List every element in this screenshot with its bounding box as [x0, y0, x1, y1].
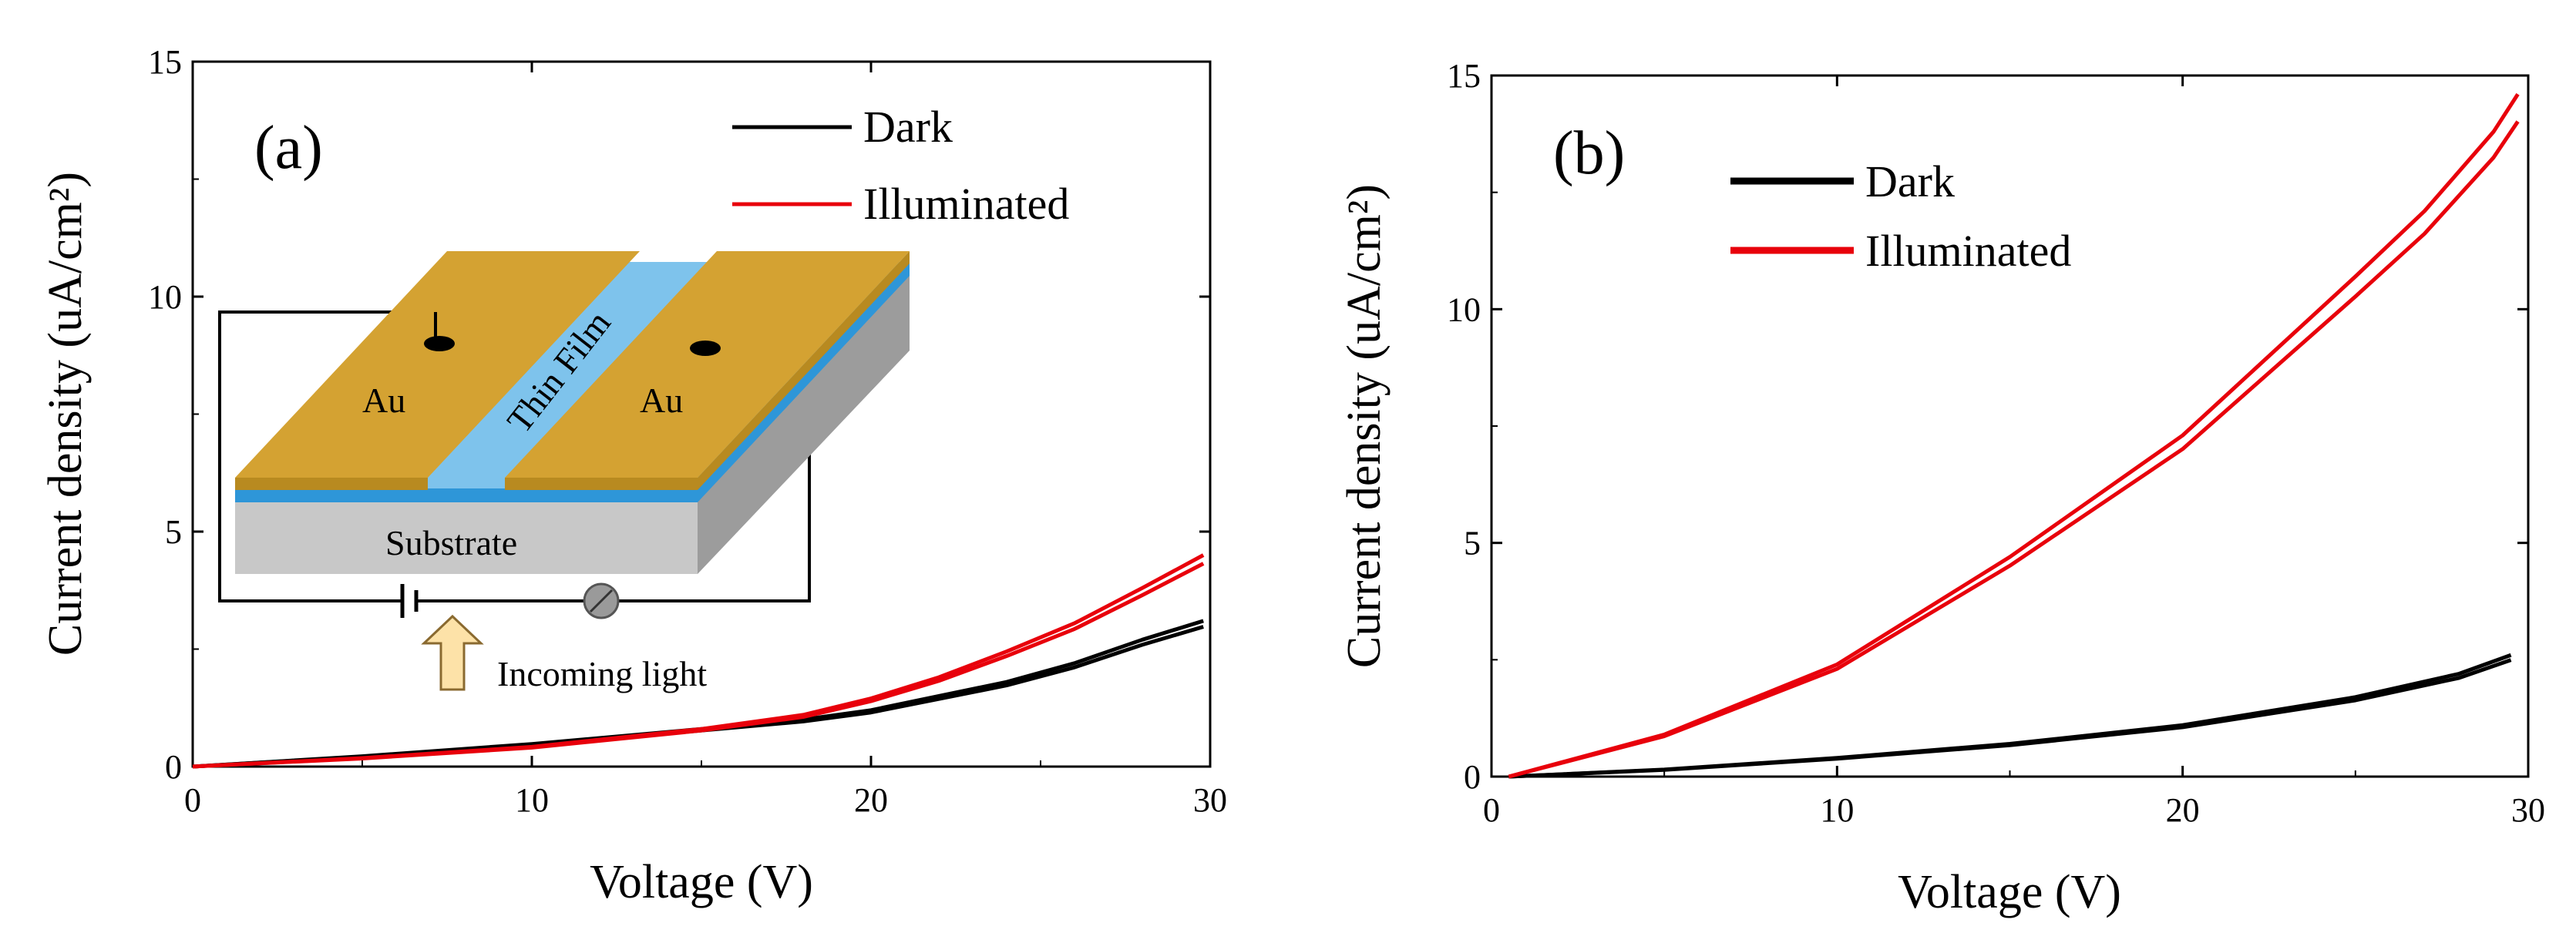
series-line-dark-a	[192, 619, 1204, 769]
series-sweep-illuminated-b	[1508, 120, 2520, 779]
panel-a: Au Au Thin Film Substrate Incoming light…	[39, 43, 1227, 908]
legend-label-illuminated-a: Illuminated	[863, 179, 1069, 229]
x-tick-label-a: 20	[854, 781, 888, 819]
electrode-right-label: Au	[640, 381, 683, 420]
x-tick-label-b: 20	[2166, 791, 2200, 829]
y-tick-label-b: 10	[1447, 290, 1481, 328]
y-axis-label-a: Current density (uA/cm²)	[39, 172, 92, 656]
electrode-left-front	[235, 478, 428, 490]
electrode-right-front	[505, 478, 698, 490]
legend-label-dark-b: Dark	[1865, 156, 1955, 206]
x-tick-label-a: 10	[515, 781, 549, 819]
y-tick-label-a: 15	[148, 43, 182, 81]
x-tick-label-a: 0	[184, 781, 201, 819]
substrate-side	[698, 274, 910, 574]
x-tick-label-a: 30	[1193, 781, 1227, 819]
x-tick-label-b: 10	[1820, 791, 1854, 829]
y-tick-label-b: 0	[1464, 758, 1481, 796]
ammeter-needle	[589, 589, 614, 613]
substrate-label: Substrate	[385, 523, 517, 562]
series-sweep-illuminated-a	[192, 562, 1205, 769]
series-line-illuminated-b	[1508, 92, 2520, 779]
series-sweep-dark-a	[192, 625, 1204, 769]
panel-label-a: (a)	[254, 114, 323, 182]
y-tick-label-b: 5	[1464, 525, 1481, 562]
y-tick-label-a: 0	[165, 748, 182, 786]
thin-film-side	[698, 262, 910, 502]
electrode-right-side	[698, 251, 910, 490]
y-tick-label-a: 5	[165, 513, 182, 551]
legend-label-illuminated-b: Illuminated	[1865, 226, 2071, 276]
thin-film-front	[235, 488, 698, 502]
plot-frame-b	[1490, 74, 2530, 778]
panel-b: (b) Dark Illuminated Current density (uA…	[1338, 57, 2545, 918]
electrode-left-label: Au	[362, 381, 405, 420]
incoming-light-label: Incoming light	[497, 654, 707, 693]
device-schematic-inset: Au Au Thin Film Substrate Incoming light	[218, 251, 910, 693]
y-tick-label-a: 10	[148, 278, 182, 316]
electrode-left-top	[235, 251, 640, 478]
x-axis-label-b: Voltage (V)	[1898, 866, 2121, 918]
x-tick-label-b: 30	[2511, 791, 2545, 829]
probe-left-contact	[424, 336, 455, 351]
electrode-right-top	[505, 251, 910, 478]
y-axis-label-b: Current density (uA/cm²)	[1338, 184, 1391, 668]
x-tick-label-b: 0	[1483, 791, 1500, 829]
series-sweep-dark-b	[1508, 658, 2512, 779]
panel-label-b: (b)	[1553, 119, 1625, 187]
substrate-front	[235, 501, 698, 574]
probe-right-contact	[690, 341, 721, 356]
series-line-dark-b	[1508, 653, 2512, 779]
x-axis-label-a: Voltage (V)	[590, 856, 813, 908]
y-tick-label-b: 15	[1447, 57, 1481, 95]
incoming-light-arrow-icon	[421, 614, 484, 691]
legend-label-dark-a: Dark	[863, 102, 953, 152]
